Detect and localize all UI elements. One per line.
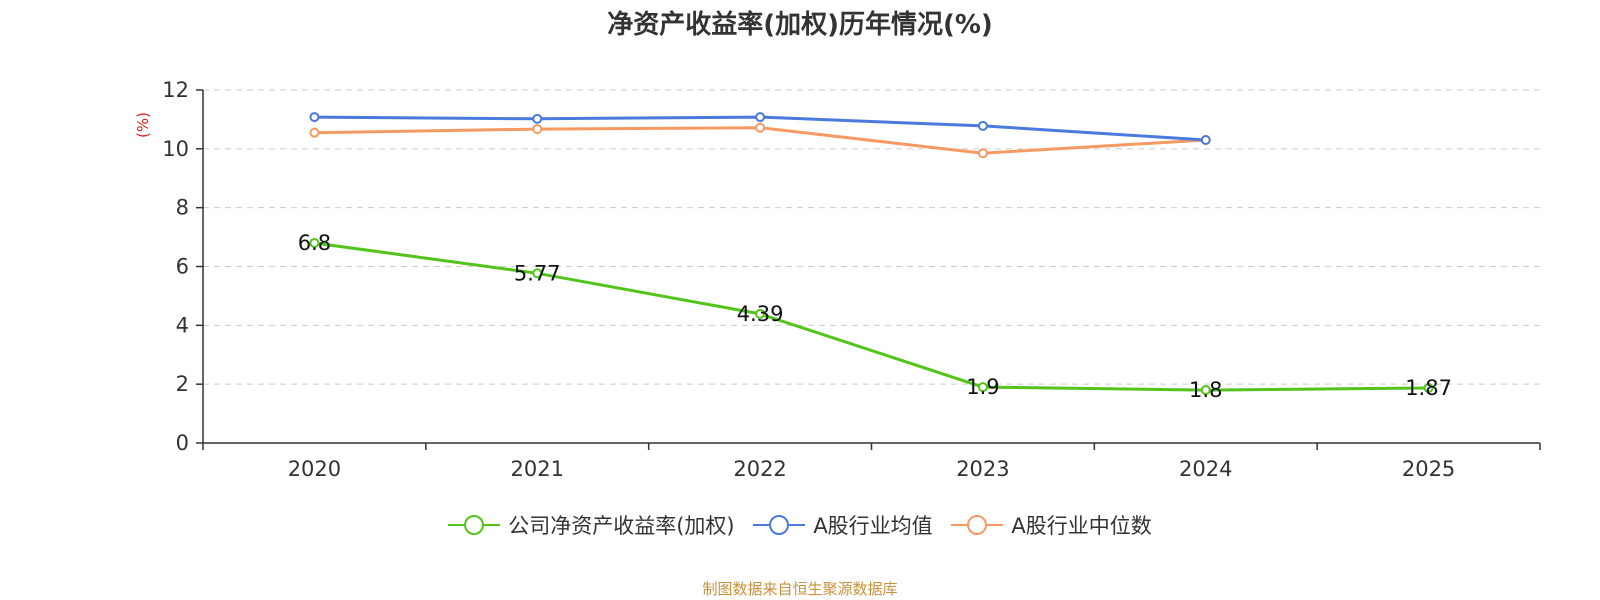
y-tick-label-8: 8	[176, 196, 189, 220]
x-tick-label-2022: 2022	[733, 457, 786, 481]
data-label-2023: 1.9	[966, 375, 999, 399]
legend: 公司净资产收益率(加权) A股行业均值 A股行业中位数	[0, 510, 1600, 542]
series-1-point-2021	[532, 113, 543, 124]
legend-item-industry-mean[interactable]: A股行业均值	[753, 510, 933, 540]
series-0-point-2020	[309, 237, 320, 248]
series-2-point-2020	[309, 127, 320, 138]
series-1-point-2022	[755, 112, 766, 123]
x-tick-label-2021: 2021	[511, 457, 564, 481]
grid	[203, 89, 1540, 385]
series-0-point-2021	[532, 268, 543, 279]
data-labels: 6.8 5.77 4.39 1.9 1.8 1.87	[298, 231, 1452, 402]
series-0-point-2025	[1423, 382, 1434, 393]
series-2-point-2022	[755, 122, 766, 133]
legend-mean-icon	[753, 515, 806, 535]
series	[309, 112, 1434, 396]
x-tick-label-2024: 2024	[1179, 457, 1232, 481]
y-tick-label-12: 12	[162, 78, 189, 102]
series-line-0	[314, 241, 1429, 392]
series-1-point-2024	[1200, 135, 1211, 146]
series-1-point-2023	[977, 120, 988, 131]
x-tick-label-2025: 2025	[1402, 457, 1455, 481]
data-label-2022: 4.39	[737, 302, 784, 326]
series-0-point-2024	[1200, 385, 1211, 396]
legend-label-company: 公司净资产收益率(加权)	[508, 514, 735, 538]
legend-label-industry-median: A股行业中位数	[1011, 514, 1152, 538]
y-tick-label-0: 0	[176, 431, 189, 455]
data-label-2025: 1.87	[1405, 376, 1452, 400]
y-tick-label-4: 4	[176, 313, 189, 337]
chart-title: 净资产收益率(加权)历年情况(%)	[607, 10, 993, 40]
series-2-point-2023	[977, 148, 988, 159]
series-0-point-2022	[755, 308, 766, 319]
data-label-2024: 1.8	[1189, 378, 1222, 402]
x-tick-label-2023: 2023	[956, 457, 1009, 481]
y-axis-label: (%)	[134, 112, 152, 138]
legend-item-industry-median[interactable]: A股行业中位数	[951, 510, 1152, 540]
legend-median-icon	[951, 515, 1004, 535]
axes: 0 2 4 6 8 10 12 2020 2021 2022 2023 2024 2025 (%)	[134, 78, 1541, 481]
data-label-2021: 5.77	[514, 261, 561, 285]
series-1-point-2020	[309, 112, 320, 123]
y-tick-label-2: 2	[176, 372, 189, 396]
data-label-2020: 6.8	[298, 231, 331, 255]
series-0-point-2023	[977, 382, 988, 393]
legend-label-industry-mean: A股行业均值	[813, 514, 933, 538]
legend-item-company[interactable]: 公司净资产收益率(加权)	[448, 510, 735, 540]
y-tick-label-6: 6	[176, 255, 189, 279]
y-tick-label-10: 10	[162, 137, 189, 161]
series-2-point-2021	[532, 124, 543, 135]
x-tick-label-2020: 2020	[288, 457, 341, 481]
data-source: 制图数据来自恒生聚源数据库	[702, 580, 898, 598]
legend-company-icon	[448, 515, 501, 535]
